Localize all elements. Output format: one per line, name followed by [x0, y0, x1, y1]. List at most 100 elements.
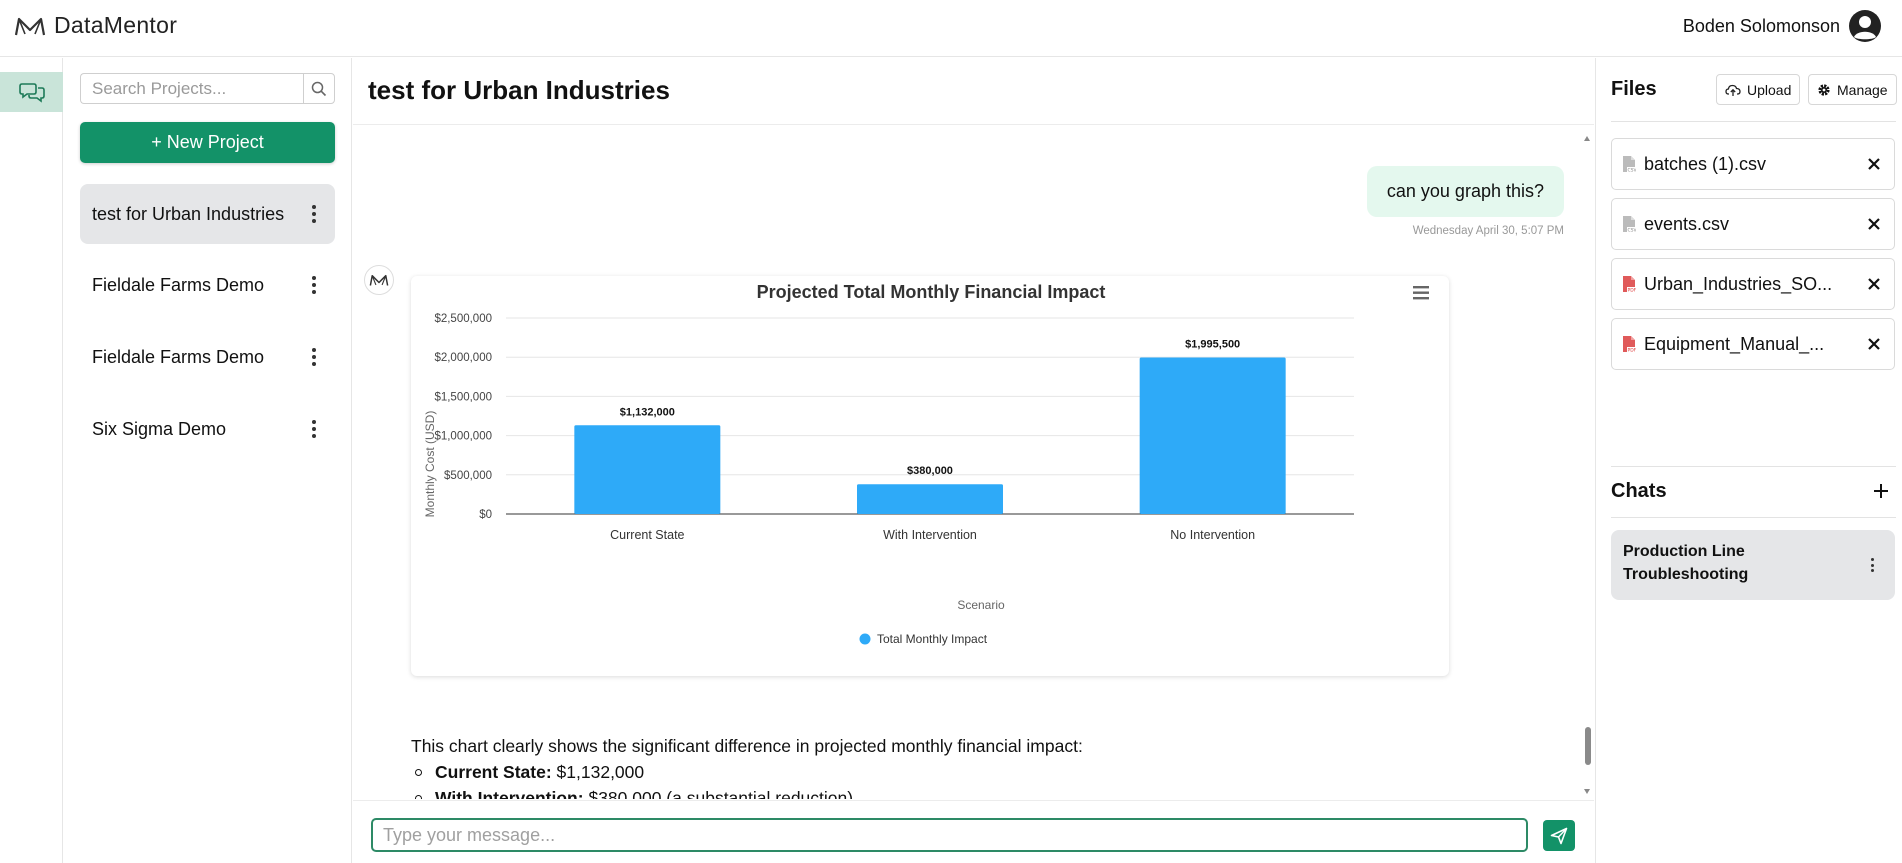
- upload-button[interactable]: Upload: [1716, 74, 1801, 105]
- bar-chart: Projected Total Monthly Financial Impact…: [423, 282, 1429, 646]
- icon-rail: [0, 58, 63, 863]
- chat-bubbles-icon: [18, 83, 45, 103]
- svg-text:PDF: PDF: [1628, 287, 1637, 293]
- project-item[interactable]: Six Sigma Demo: [80, 399, 335, 459]
- chats-title: Chats: [1611, 480, 1667, 502]
- message-composer: [353, 800, 1594, 863]
- app-name: DataMentor: [54, 12, 178, 38]
- kebab-menu-icon[interactable]: [1869, 558, 1875, 572]
- divider: [1611, 517, 1896, 518]
- rail-chats[interactable]: [0, 72, 63, 112]
- bar-data-label: $380,000: [907, 465, 953, 477]
- y-tick-label: $0: [479, 509, 492, 521]
- close-icon[interactable]: [1865, 335, 1883, 353]
- project-label: test for Urban Industries: [92, 203, 285, 224]
- file-name: Equipment_Manual_...: [1644, 333, 1825, 354]
- bar-data-label: $1,132,000: [620, 406, 675, 418]
- search-button[interactable]: [303, 73, 335, 104]
- kebab-menu-icon[interactable]: [311, 276, 317, 294]
- cloud-upload-icon: [1725, 84, 1741, 96]
- x-axis-label: Scenario: [957, 598, 1005, 612]
- brand[interactable]: DataMentor: [14, 12, 177, 39]
- y-tick-label: $500,000: [444, 470, 492, 482]
- project-item[interactable]: test for Urban Industries: [80, 184, 335, 244]
- kebab-menu-icon[interactable]: [311, 420, 317, 438]
- file-item[interactable]: CSV batches (1).csv: [1611, 138, 1895, 190]
- chart-bar[interactable]: [1139, 357, 1286, 514]
- scrollbar-thumb[interactable]: [1585, 727, 1591, 765]
- svg-text:CSV: CSV: [1628, 167, 1637, 173]
- chart-bar[interactable]: [857, 484, 1003, 514]
- gear-icon: [1818, 83, 1830, 96]
- add-chat-icon[interactable]: [1872, 482, 1890, 500]
- message-input[interactable]: [371, 818, 1528, 852]
- bar-data-label: $1,995,500: [1185, 339, 1240, 351]
- y-tick-label: $1,500,000: [434, 391, 492, 403]
- search-input[interactable]: [80, 73, 303, 104]
- file-item[interactable]: PDF Urban_Industries_SO...: [1611, 258, 1895, 310]
- bullet-label: Current State:: [435, 762, 552, 782]
- pdf-file-icon: PDF: [1623, 276, 1637, 293]
- legend-label: Total Monthly Impact: [877, 632, 988, 646]
- send-button[interactable]: [1543, 820, 1575, 851]
- scroll-up-icon[interactable]: [1584, 136, 1590, 141]
- message-list[interactable]: can you graph this? Wednesday April 30, …: [353, 126, 1594, 799]
- y-tick-label: $1,000,000: [434, 431, 492, 443]
- close-icon[interactable]: [1865, 155, 1883, 173]
- answer-intro: This chart clearly shows the significant…: [411, 736, 1083, 756]
- csv-file-icon: CSV: [1623, 156, 1637, 173]
- page-title: test for Urban Industries: [368, 75, 670, 105]
- logo-icon: [369, 274, 389, 286]
- project-item[interactable]: Fieldale Farms Demo: [80, 255, 335, 315]
- assistant-answer: This chart clearly shows the significant…: [411, 733, 1511, 799]
- divider: [1611, 466, 1896, 467]
- files-title: Files: [1611, 78, 1657, 100]
- bot-avatar: [364, 265, 394, 295]
- divider: [1611, 121, 1896, 122]
- chat-item[interactable]: Production Line Troubleshooting: [1611, 530, 1895, 600]
- file-name: Urban_Industries_SO...: [1644, 273, 1833, 294]
- close-icon[interactable]: [1865, 215, 1883, 233]
- close-icon[interactable]: [1865, 275, 1883, 293]
- file-name: batches (1).csv: [1644, 153, 1767, 174]
- right-panel: Files Upload Manage CSV batches (1).csv …: [1595, 58, 1902, 863]
- answer-list: Current State: $1,132,000 With Intervent…: [411, 759, 1511, 799]
- svg-text:PDF: PDF: [1628, 347, 1637, 353]
- y-tick-label: $2,500,000: [434, 313, 492, 325]
- kebab-menu-icon[interactable]: [311, 348, 317, 366]
- svg-text:CSV: CSV: [1628, 227, 1637, 233]
- project-search: [80, 73, 335, 104]
- bullet-label: With Intervention:: [435, 788, 584, 799]
- user-message: can you graph this?: [1366, 166, 1564, 217]
- csv-file-icon: CSV: [1623, 216, 1637, 233]
- pdf-file-icon: PDF: [1623, 336, 1637, 353]
- y-axis-label: Monthly Cost (USD): [423, 411, 437, 518]
- scrollbar[interactable]: [1584, 126, 1592, 799]
- chat-main: test for Urban Industries can you graph …: [353, 58, 1594, 863]
- x-tick-label: No Intervention: [1170, 528, 1255, 542]
- chart-title: Projected Total Monthly Financial Impact: [757, 282, 1106, 302]
- project-label: Fieldale Farms Demo: [92, 274, 265, 295]
- user-name: Boden Solomonson: [1682, 15, 1840, 36]
- file-name: events.csv: [1644, 213, 1730, 234]
- file-item[interactable]: CSV events.csv: [1611, 198, 1895, 250]
- file-item[interactable]: PDF Equipment_Manual_...: [1611, 318, 1895, 370]
- bullet-text: $380,000 (a substantial reduction): [583, 788, 854, 799]
- legend-marker: [859, 633, 871, 645]
- bullet-text: $1,132,000: [551, 762, 645, 782]
- project-item[interactable]: Fieldale Farms Demo: [80, 327, 335, 387]
- kebab-menu-icon[interactable]: [311, 205, 317, 223]
- x-tick-label: Current State: [610, 528, 684, 542]
- list-item: Current State: $1,132,000: [411, 759, 1511, 785]
- chart-legend[interactable]: Total Monthly Impact: [859, 632, 988, 646]
- scroll-down-icon[interactable]: [1584, 789, 1590, 794]
- user-avatar-icon[interactable]: [1848, 9, 1882, 43]
- chart-bar[interactable]: [574, 425, 721, 514]
- chat-label: Production Line Troubleshooting: [1623, 543, 1749, 583]
- chart-menu-icon[interactable]: [1413, 286, 1429, 300]
- manage-button[interactable]: Manage: [1808, 74, 1897, 105]
- user-menu[interactable]: Boden Solomonson: [1683, 9, 1882, 43]
- project-label: Fieldale Farms Demo: [92, 346, 265, 367]
- new-project-button[interactable]: + New Project: [80, 122, 335, 163]
- top-bar: DataMentor Boden Solomonson: [0, 0, 1902, 57]
